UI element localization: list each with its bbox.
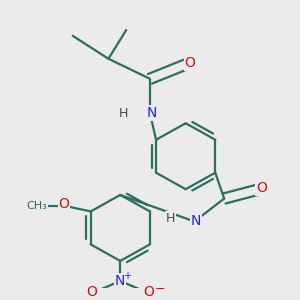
Text: O: O bbox=[143, 285, 154, 299]
Text: N: N bbox=[191, 214, 201, 229]
Text: −: − bbox=[154, 283, 165, 296]
Text: O: O bbox=[87, 285, 98, 299]
Text: CH₃: CH₃ bbox=[27, 201, 48, 211]
Text: H: H bbox=[166, 212, 175, 225]
Text: +: + bbox=[123, 271, 131, 281]
Text: O: O bbox=[185, 56, 196, 70]
Text: O: O bbox=[58, 197, 69, 211]
Text: O: O bbox=[256, 182, 267, 196]
Text: N: N bbox=[115, 274, 125, 288]
Text: H: H bbox=[118, 107, 128, 120]
Text: N: N bbox=[146, 106, 157, 120]
